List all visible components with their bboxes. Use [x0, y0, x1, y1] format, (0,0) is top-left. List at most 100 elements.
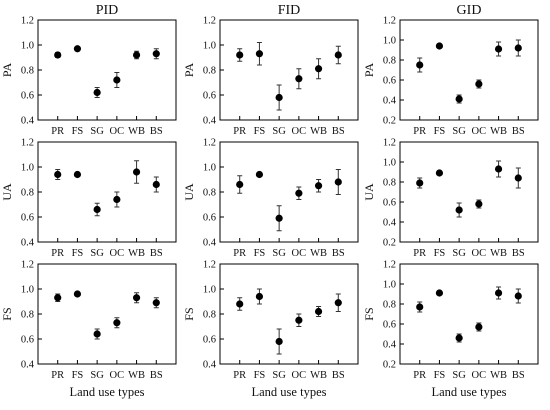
panel-4: 0.4 0.6 0.8 1.0 1.2 PR FS SG OC WB BS UA	[0, 138, 177, 259]
x-tick-label-oc: OC	[110, 248, 125, 259]
y-axis-label: FS	[182, 307, 196, 320]
y-axis-label: UA	[362, 183, 376, 201]
x-tick-label-wb: WB	[310, 370, 327, 381]
x-tick-label-bs: BS	[512, 248, 525, 259]
y-tick-label: 0.4	[203, 116, 217, 127]
x-tick-label-wb: WB	[490, 126, 507, 137]
y-axis-label: UA	[182, 183, 196, 201]
data-point-fs	[255, 170, 264, 179]
y-tick-label: 1.0	[21, 163, 34, 174]
plot-frame	[219, 19, 359, 121]
y-tick-label: 1.2	[203, 138, 216, 149]
panel-5: 0.4 0.6 0.8 1.0 1.2 PR FS SG OC WB BS UA	[182, 138, 359, 259]
data-point-wb	[132, 294, 141, 302]
x-tick-label-oc: OC	[472, 248, 487, 259]
data-point-fs	[435, 289, 444, 297]
panel-3: 0.2 0.4 0.6 0.8 1.0 1.2 PR FS SG OC WB BS GID PA	[362, 3, 539, 137]
y-tick-label: 1.0	[203, 41, 216, 52]
y-tick-label: 0.2	[383, 238, 396, 249]
plot-frame	[399, 141, 539, 243]
data-point-fs	[435, 169, 444, 177]
data-point-fs	[435, 42, 444, 50]
data-point-oc	[113, 76, 121, 84]
y-tick-label: 0.4	[21, 238, 35, 249]
data-point-bs	[334, 178, 342, 186]
y-tick-label: 0.8	[203, 310, 216, 321]
plot-frame	[399, 263, 539, 365]
panel-title: FID	[278, 3, 301, 18]
x-tick-label-fs: FS	[254, 248, 266, 259]
data-point-bs	[514, 174, 522, 182]
x-tick-label-oc: OC	[292, 370, 307, 381]
data-point-wb	[132, 51, 141, 59]
y-tick-label: 0.6	[383, 198, 396, 209]
x-axis-title: Land use types	[432, 385, 507, 399]
data-point-wb	[494, 289, 503, 297]
data-point-pr	[236, 300, 244, 308]
data-point-pr	[416, 303, 424, 311]
x-tick-label-fs: FS	[254, 126, 266, 137]
y-axis-label: PA	[362, 63, 376, 78]
data-point-sg	[455, 334, 463, 342]
data-point-wb	[494, 165, 503, 173]
y-tick-label: 0.4	[383, 96, 397, 107]
data-point-oc	[295, 189, 303, 197]
x-tick-label-pr: PR	[233, 370, 246, 381]
data-point-bs	[152, 50, 160, 58]
y-tick-label: 0.6	[203, 213, 216, 224]
y-tick-label: 1.2	[21, 16, 34, 27]
data-point-sg	[93, 205, 101, 214]
x-tick-label-sg: SG	[90, 248, 104, 259]
data-point-fs	[73, 170, 82, 179]
x-tick-label-bs: BS	[332, 126, 345, 137]
x-tick-label-bs: BS	[150, 126, 163, 137]
y-tick-label: 1.2	[383, 138, 396, 149]
y-tick-label: 1.2	[21, 260, 34, 271]
x-tick-label-sg: SG	[272, 126, 286, 137]
data-point-bs	[334, 51, 342, 59]
data-point-fs	[255, 50, 264, 58]
data-point-pr	[54, 294, 62, 302]
y-axis-label: PA	[0, 63, 14, 78]
y-axis-label: FS	[0, 307, 14, 320]
y-tick-label: 0.6	[21, 213, 34, 224]
data-point-sg	[93, 88, 101, 97]
y-tick-label: 1.2	[21, 138, 34, 149]
data-point-wb	[314, 182, 323, 190]
data-point-pr	[236, 180, 244, 189]
x-tick-label-pr: PR	[413, 248, 426, 259]
y-tick-label: 0.4	[383, 218, 397, 229]
y-tick-label: 0.4	[383, 340, 397, 351]
x-tick-label-wb: WB	[310, 126, 327, 137]
y-tick-label: 0.4	[203, 238, 217, 249]
x-tick-label-oc: OC	[472, 126, 487, 137]
x-tick-label-pr: PR	[413, 126, 426, 137]
x-tick-label-wb: WB	[310, 248, 327, 259]
data-point-fs	[255, 292, 264, 301]
y-tick-label: 1.0	[383, 280, 396, 291]
data-point-pr	[54, 51, 62, 59]
y-tick-label: 0.8	[21, 66, 34, 77]
data-point-oc	[475, 80, 483, 88]
x-tick-label-wb: WB	[128, 126, 145, 137]
panel-7: 0.4 0.6 0.8 1.0 1.2 PR FS SG OC WB BS FS Land use ty…	[0, 260, 177, 399]
y-tick-label: 0.8	[203, 188, 216, 199]
y-tick-label: 0.6	[203, 335, 216, 346]
y-tick-label: 1.0	[383, 158, 396, 169]
data-point-wb	[494, 45, 503, 53]
data-point-oc	[113, 195, 121, 204]
plot-frame	[399, 19, 539, 121]
x-tick-label-wb: WB	[128, 248, 145, 259]
data-point-bs	[152, 180, 160, 189]
x-tick-label-wb: WB	[490, 248, 507, 259]
x-tick-label-bs: BS	[150, 370, 163, 381]
x-tick-label-oc: OC	[292, 126, 307, 137]
data-point-bs	[334, 299, 342, 307]
data-point-bs	[514, 292, 522, 300]
y-tick-label: 0.6	[21, 335, 34, 346]
x-tick-label-oc: OC	[472, 370, 487, 381]
panel-8: 0.4 0.6 0.8 1.0 1.2 PR FS SG OC WB BS FS Land use ty…	[182, 260, 359, 399]
data-point-wb	[132, 168, 141, 176]
y-tick-label: 1.0	[203, 163, 216, 174]
panel-6: 0.2 0.4 0.6 0.8 1.0 1.2 PR FS SG OC WB BS UA	[362, 138, 539, 259]
